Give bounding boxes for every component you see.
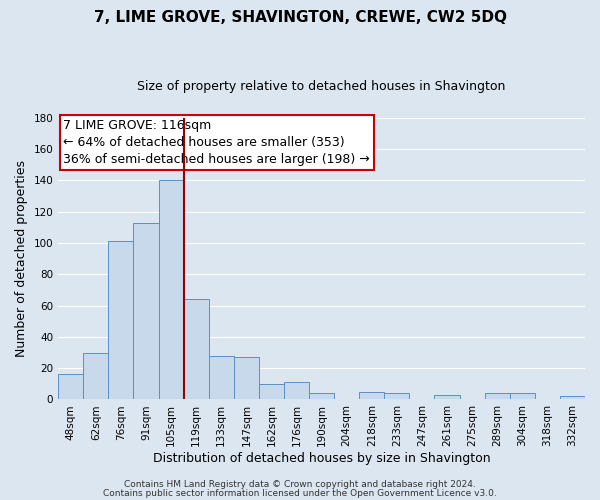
Bar — [309, 393, 334, 400]
Bar — [560, 396, 585, 400]
Bar — [109, 242, 133, 400]
Text: 7 LIME GROVE: 116sqm
← 64% of detached houses are smaller (353)
36% of semi-deta: 7 LIME GROVE: 116sqm ← 64% of detached h… — [64, 119, 370, 166]
Bar — [209, 356, 234, 400]
Text: 7, LIME GROVE, SHAVINGTON, CREWE, CW2 5DQ: 7, LIME GROVE, SHAVINGTON, CREWE, CW2 5D… — [94, 10, 506, 25]
Title: Size of property relative to detached houses in Shavington: Size of property relative to detached ho… — [137, 80, 506, 93]
Bar — [485, 393, 510, 400]
Bar — [385, 393, 409, 400]
X-axis label: Distribution of detached houses by size in Shavington: Distribution of detached houses by size … — [153, 452, 490, 465]
Bar — [434, 395, 460, 400]
Bar — [184, 300, 209, 400]
Bar — [259, 384, 284, 400]
Bar — [133, 222, 158, 400]
Bar — [83, 352, 109, 400]
Bar — [234, 357, 259, 400]
Bar — [359, 392, 385, 400]
Bar — [158, 180, 184, 400]
Y-axis label: Number of detached properties: Number of detached properties — [15, 160, 28, 357]
Bar — [510, 393, 535, 400]
Bar — [284, 382, 309, 400]
Text: Contains HM Land Registry data © Crown copyright and database right 2024.: Contains HM Land Registry data © Crown c… — [124, 480, 476, 489]
Bar — [58, 374, 83, 400]
Text: Contains public sector information licensed under the Open Government Licence v3: Contains public sector information licen… — [103, 488, 497, 498]
